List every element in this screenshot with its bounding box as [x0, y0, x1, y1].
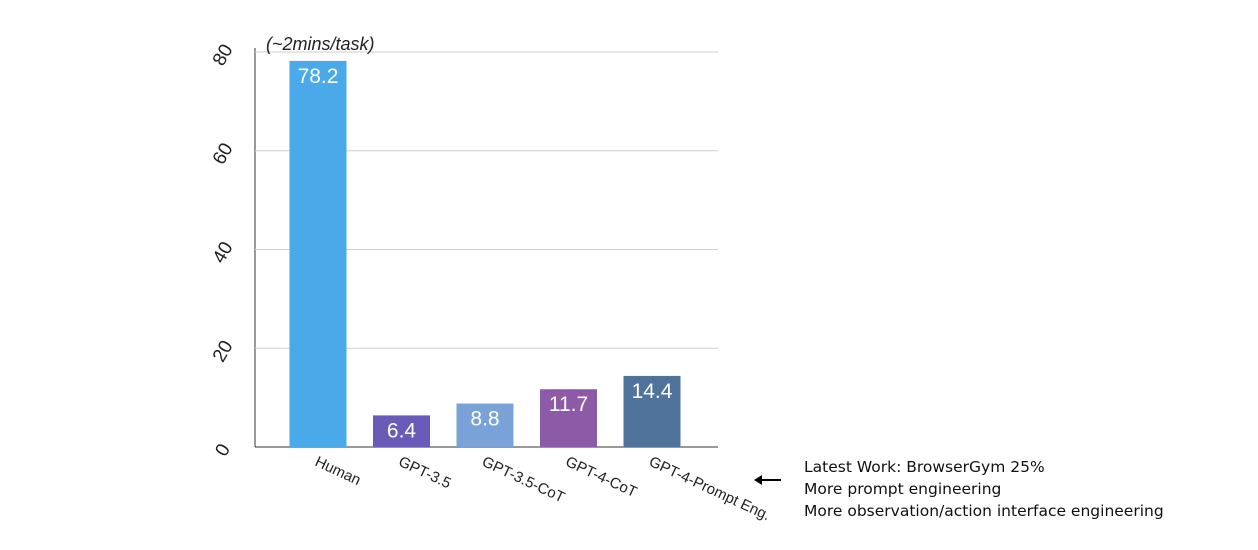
bar	[373, 415, 430, 447]
bar	[289, 60, 347, 447]
x-tick-label: GPT-3.5-CoT	[479, 453, 567, 506]
y-tick-label: 40	[209, 238, 238, 267]
annotation-line-latest-work: Latest Work: BrowserGym 25%	[804, 458, 1045, 476]
x-tick-label: GPT-3.5	[396, 453, 454, 492]
annotation-text: Latest Work: BrowserGym 25% More prompt …	[804, 456, 1164, 522]
y-tick-label: 80	[209, 41, 238, 70]
annotation-line-prompt-engineering: More prompt engineering	[804, 480, 1002, 498]
bar-value-label: 14.4	[632, 380, 673, 403]
left-arrow-icon	[754, 475, 781, 485]
bar-value-label: 11.7	[549, 393, 588, 416]
annotation-line-interface-engineering: More observation/action interface engine…	[804, 502, 1164, 520]
bar	[540, 389, 597, 447]
y-tick-label: 60	[209, 140, 238, 169]
x-tick-label: Human	[312, 453, 363, 489]
y-tick-label: 20	[209, 337, 238, 366]
bar	[623, 375, 681, 447]
x-tick-label: GPT-4-CoT	[563, 453, 640, 501]
bar-value-label: 6.4	[387, 419, 417, 442]
bar-value-label: 8.8	[470, 408, 499, 431]
time-per-task-note: (~2mins/task)	[266, 34, 375, 54]
y-tick-label: 0	[211, 440, 234, 460]
x-tick-label: GPT-4-Prompt Eng.	[646, 453, 773, 524]
bar	[456, 403, 514, 447]
bar-value-label: 78.2	[298, 65, 339, 88]
